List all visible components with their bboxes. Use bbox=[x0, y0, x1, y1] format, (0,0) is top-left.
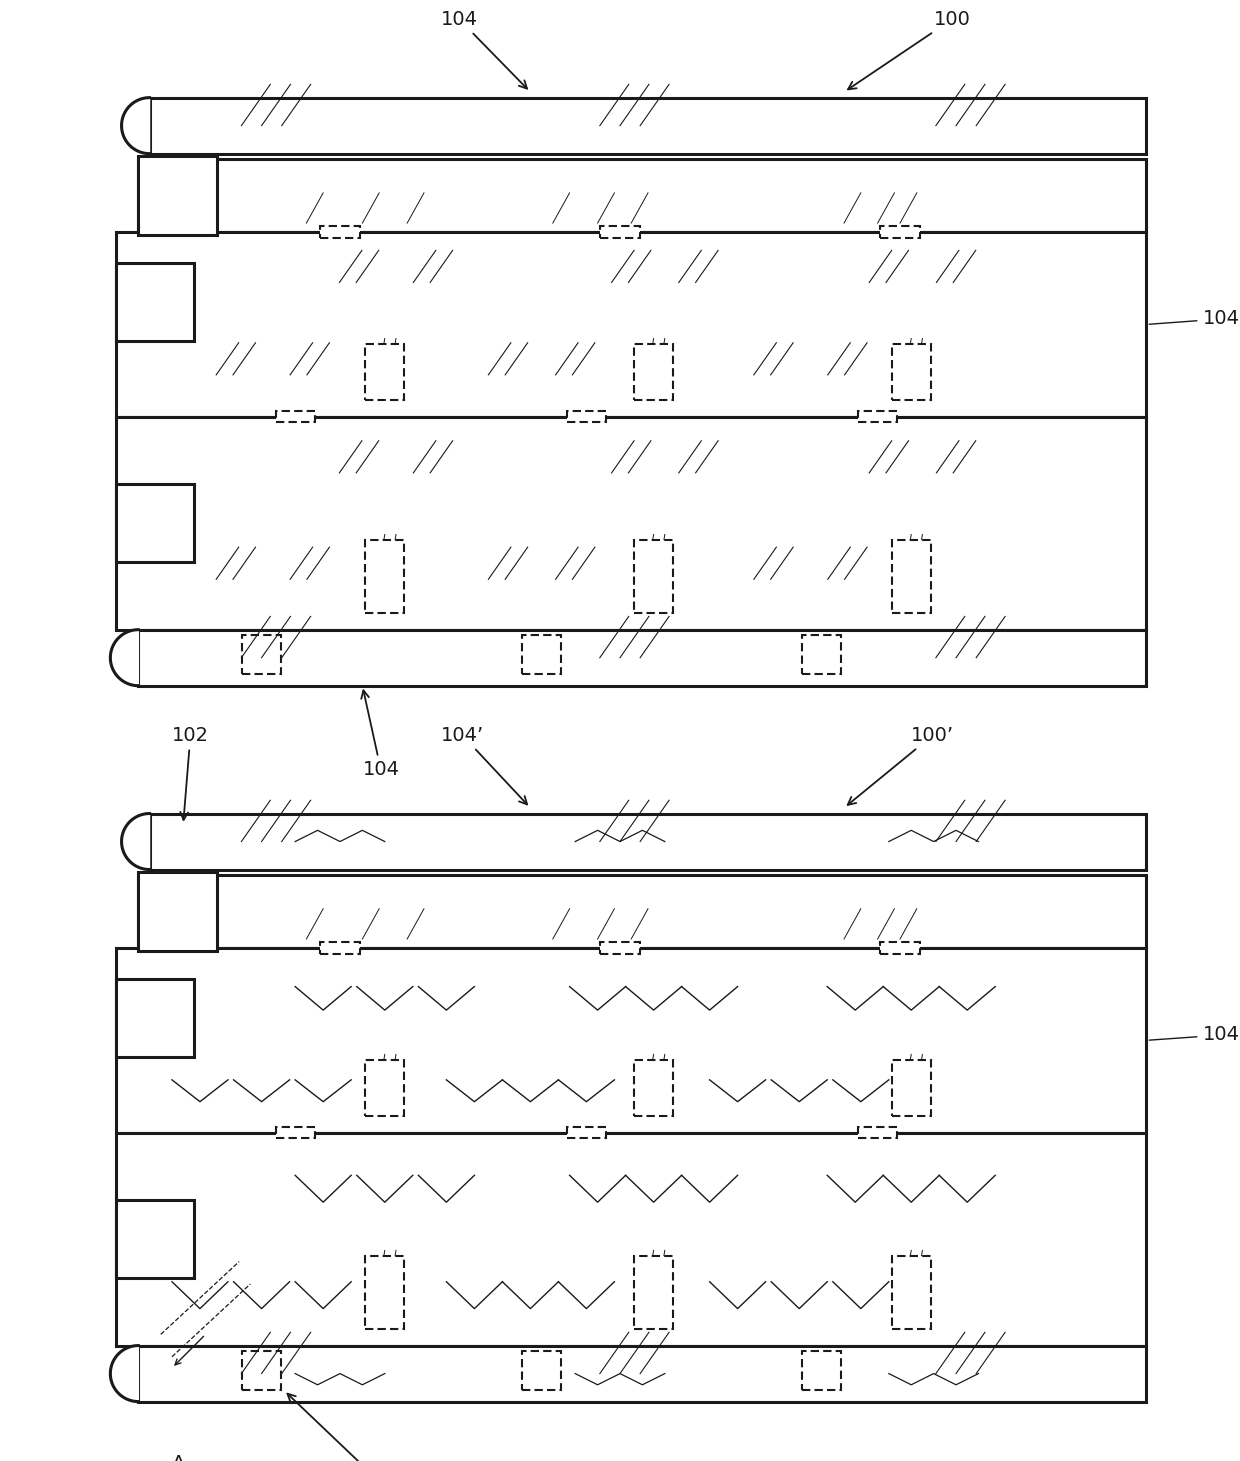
Bar bbox=[150, 98, 1147, 153]
Bar bbox=[242, 1351, 281, 1391]
Bar bbox=[858, 1128, 898, 1138]
Bar bbox=[542, 244, 765, 321]
Bar bbox=[676, 1251, 923, 1340]
Polygon shape bbox=[110, 1346, 139, 1401]
Bar bbox=[117, 232, 1147, 416]
Bar bbox=[676, 535, 923, 624]
Bar bbox=[262, 1144, 508, 1233]
Text: 104’: 104’ bbox=[1149, 1026, 1240, 1045]
Bar bbox=[802, 636, 841, 675]
Bar bbox=[418, 1251, 642, 1340]
Bar bbox=[600, 942, 640, 954]
Bar bbox=[567, 412, 606, 422]
Bar bbox=[365, 1256, 404, 1330]
Bar bbox=[262, 428, 508, 517]
Bar bbox=[880, 226, 920, 238]
Bar bbox=[800, 641, 849, 681]
Bar bbox=[418, 1055, 642, 1128]
Bar bbox=[802, 1351, 841, 1391]
Bar bbox=[676, 1055, 923, 1128]
Bar bbox=[531, 881, 665, 942]
Text: 104: 104 bbox=[440, 10, 527, 89]
Text: FIG. 4A: FIG. 4A bbox=[577, 820, 663, 842]
Text: A: A bbox=[172, 1454, 185, 1461]
Bar bbox=[892, 541, 931, 614]
Bar bbox=[520, 641, 569, 681]
Bar bbox=[239, 641, 290, 681]
Bar bbox=[892, 1061, 931, 1116]
Bar bbox=[139, 535, 384, 624]
Bar bbox=[634, 1256, 673, 1330]
Bar bbox=[365, 541, 404, 614]
Text: 102: 102 bbox=[172, 726, 210, 820]
Bar bbox=[822, 165, 934, 226]
Polygon shape bbox=[122, 814, 150, 869]
Bar bbox=[117, 484, 195, 562]
Bar bbox=[892, 345, 931, 400]
Bar bbox=[600, 226, 640, 238]
Bar bbox=[531, 165, 665, 226]
Bar bbox=[117, 263, 195, 342]
Bar bbox=[634, 541, 673, 614]
Bar bbox=[284, 165, 440, 226]
Bar bbox=[634, 345, 673, 400]
Bar bbox=[542, 1144, 765, 1233]
Bar bbox=[522, 1351, 562, 1391]
Text: 104’: 104’ bbox=[440, 726, 527, 805]
Polygon shape bbox=[110, 630, 139, 685]
Bar bbox=[117, 1199, 195, 1278]
Bar bbox=[139, 1251, 384, 1340]
Text: 100’: 100’ bbox=[848, 726, 955, 805]
Bar bbox=[161, 820, 195, 853]
Bar bbox=[139, 339, 384, 412]
Bar bbox=[139, 1055, 384, 1128]
Bar bbox=[275, 1128, 315, 1138]
Bar bbox=[418, 339, 642, 412]
Bar bbox=[139, 1346, 1147, 1401]
Bar bbox=[284, 881, 440, 942]
Bar bbox=[139, 156, 217, 235]
Bar bbox=[800, 244, 1023, 321]
Bar bbox=[800, 428, 1023, 517]
Bar bbox=[676, 339, 923, 412]
Bar bbox=[418, 535, 642, 624]
Text: 104’: 104’ bbox=[288, 1394, 405, 1461]
Bar bbox=[262, 244, 508, 321]
Bar bbox=[161, 830, 195, 863]
Bar bbox=[139, 159, 1147, 232]
Bar bbox=[117, 948, 1147, 1132]
Bar bbox=[320, 226, 360, 238]
Bar bbox=[880, 942, 920, 954]
Bar bbox=[800, 1357, 849, 1397]
Bar bbox=[800, 1144, 1023, 1233]
Bar bbox=[365, 1061, 404, 1116]
Bar bbox=[567, 1128, 606, 1138]
Text: 104: 104 bbox=[361, 691, 399, 779]
Bar bbox=[117, 979, 195, 1058]
Bar bbox=[522, 636, 562, 675]
Bar bbox=[117, 1132, 1147, 1346]
Bar bbox=[634, 1061, 673, 1116]
Polygon shape bbox=[122, 98, 150, 153]
Bar bbox=[262, 958, 508, 1037]
Bar bbox=[542, 958, 765, 1037]
Bar bbox=[139, 875, 1147, 948]
Bar bbox=[365, 345, 404, 400]
Bar bbox=[320, 942, 360, 954]
Bar bbox=[239, 1357, 290, 1397]
Bar bbox=[242, 636, 281, 675]
Bar bbox=[858, 412, 898, 422]
Bar bbox=[275, 412, 315, 422]
Text: 104: 104 bbox=[1149, 310, 1240, 329]
Bar bbox=[150, 814, 1147, 869]
Bar bbox=[892, 1256, 931, 1330]
Text: 100: 100 bbox=[848, 10, 971, 89]
Bar bbox=[139, 872, 217, 951]
Bar bbox=[800, 958, 1023, 1037]
Bar bbox=[117, 416, 1147, 630]
Bar bbox=[822, 881, 934, 942]
Bar bbox=[542, 428, 765, 517]
Bar bbox=[139, 630, 1147, 685]
Bar bbox=[520, 1357, 569, 1397]
